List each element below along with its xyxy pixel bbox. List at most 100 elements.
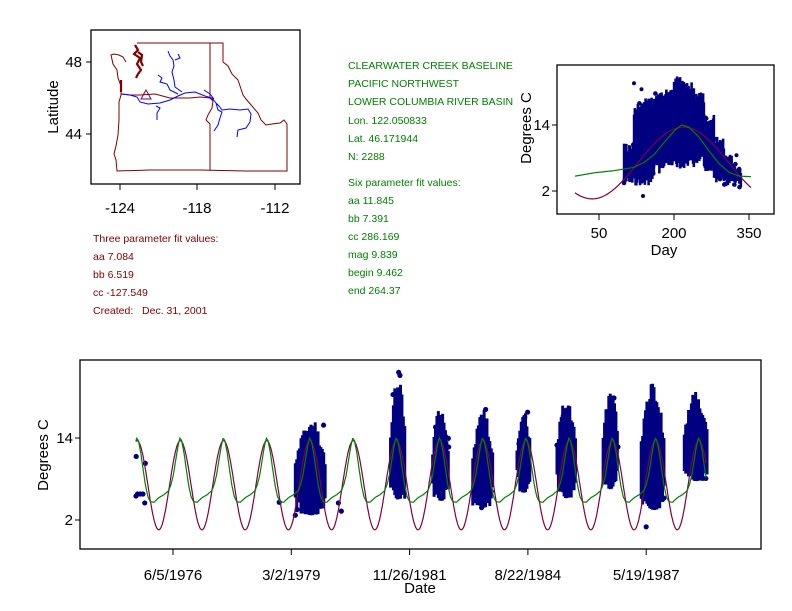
six-param-begin: begin 9.462 — [348, 267, 403, 279]
data-point — [697, 464, 703, 470]
data-point — [479, 505, 485, 511]
time-series-chart: Degrees C 14 2 6/5/1976 3/2/1979 11/26/1… — [35, 359, 762, 597]
site-region: PACIFIC NORTHWEST — [348, 78, 460, 90]
date-chart-xtick: 8/22/1984 — [495, 567, 562, 584]
data-point-column — [737, 169, 740, 176]
day-of-year-chart: Degrees C 2 14 50 200 350 Day — [518, 64, 775, 259]
data-point — [516, 441, 522, 447]
data-point-column — [403, 426, 407, 499]
map-ticks — [86, 61, 276, 190]
date-chart-ticks — [75, 437, 647, 555]
data-point — [712, 136, 718, 142]
date-chart-xtick: 3/2/1979 — [262, 567, 320, 584]
data-point — [522, 414, 528, 420]
data-point-column — [662, 438, 666, 487]
data-point — [606, 463, 613, 469]
date-chart-ytick: 2 — [65, 512, 73, 529]
six-parameter-fit-line — [135, 436, 707, 503]
day-chart-ytick: 14 — [533, 117, 550, 134]
three-param-cc: cc -127.549 — [93, 287, 148, 299]
day-chart-frame — [556, 64, 775, 215]
map-ytick-label: 44 — [65, 126, 82, 143]
tributary — [155, 105, 161, 120]
data-point — [676, 138, 682, 144]
data-point — [737, 184, 742, 190]
data-point — [703, 475, 709, 482]
data-point — [611, 395, 617, 401]
date-chart-xtick: 5/19/1987 — [613, 567, 680, 584]
data-point — [523, 451, 529, 457]
data-point — [634, 168, 640, 174]
three-parameter-block: Three parameter fit values: aa 7.084 bb … — [93, 233, 218, 317]
data-point — [686, 424, 692, 430]
map-ytick-label: 48 — [65, 54, 82, 71]
data-point — [725, 176, 730, 181]
data-point-outlier — [641, 193, 645, 198]
state-boundaries — [110, 42, 288, 172]
three-param-bb: bb 6.519 — [93, 269, 134, 281]
three-param-title: Three parameter fit values: — [93, 233, 218, 245]
tributary — [174, 53, 181, 61]
data-point-column — [323, 464, 327, 499]
rivers — [121, 50, 252, 138]
data-point — [478, 463, 485, 469]
date-chart-marks — [133, 369, 709, 531]
data-point — [390, 391, 396, 398]
data-point — [643, 524, 649, 530]
data-point — [562, 483, 568, 489]
data-point — [653, 91, 658, 96]
data-point-column — [735, 169, 738, 180]
six-param-title: Six parameter fit values: — [348, 177, 461, 189]
data-point — [140, 491, 146, 497]
data-point — [686, 114, 691, 119]
six-param-aa: aa 11.845 — [348, 195, 394, 207]
six-param-end: end 264.37 — [348, 285, 401, 297]
data-point — [658, 155, 663, 161]
data-point — [396, 369, 402, 375]
data-point — [683, 145, 689, 151]
data-point — [604, 437, 611, 443]
data-point-outlier — [734, 153, 739, 158]
site-lat: Lat. 46.171944 — [348, 133, 418, 145]
three-param-aa: aa 7.084 — [93, 251, 134, 263]
data-point — [309, 458, 316, 464]
data-point — [443, 434, 449, 440]
date-chart-ytick: 14 — [56, 430, 73, 447]
data-point — [732, 182, 737, 187]
data-point — [694, 148, 700, 153]
data-point-column — [738, 176, 741, 184]
data-point — [560, 413, 566, 419]
site-info-block: CLEARWATER CREEK BASELINE PACIFIC NORTHW… — [348, 60, 513, 297]
site-lon: Lon. 122.050833 — [348, 115, 427, 127]
data-point-outlier — [632, 81, 636, 86]
site-basin: LOWER COLUMBIA RIVER BASIN — [348, 96, 513, 108]
data-point-outlier — [622, 181, 626, 186]
data-point — [655, 124, 661, 130]
date-chart-xtick: 11/26/1981 — [373, 567, 447, 584]
day-chart-x-label: Day — [651, 242, 678, 259]
site-name: CLEARWATER CREEK BASELINE — [348, 60, 513, 72]
six-param-cc: cc 286.169 — [348, 231, 400, 243]
data-point — [703, 116, 709, 121]
data-point-column — [528, 437, 532, 482]
data-point — [633, 115, 638, 121]
data-point — [446, 444, 452, 450]
data-point — [663, 108, 668, 114]
data-point — [650, 171, 656, 176]
data-point-outlier — [639, 87, 644, 92]
data-point — [721, 182, 727, 187]
map-xtick-label: -124 — [105, 200, 135, 217]
data-point — [703, 163, 709, 169]
data-point — [726, 162, 732, 167]
data-point — [392, 474, 399, 480]
wa-or-border — [120, 93, 214, 101]
date-chart-x-label: Date — [404, 580, 436, 597]
puget-sound — [119, 44, 144, 92]
data-point — [627, 157, 632, 163]
six-param-bb: bb 7.391 — [348, 213, 389, 225]
data-point — [712, 168, 718, 173]
data-point — [692, 111, 698, 117]
data-point — [651, 504, 658, 511]
tributary — [167, 50, 183, 93]
created-date: Created: Dec. 31, 2001 — [93, 305, 208, 317]
